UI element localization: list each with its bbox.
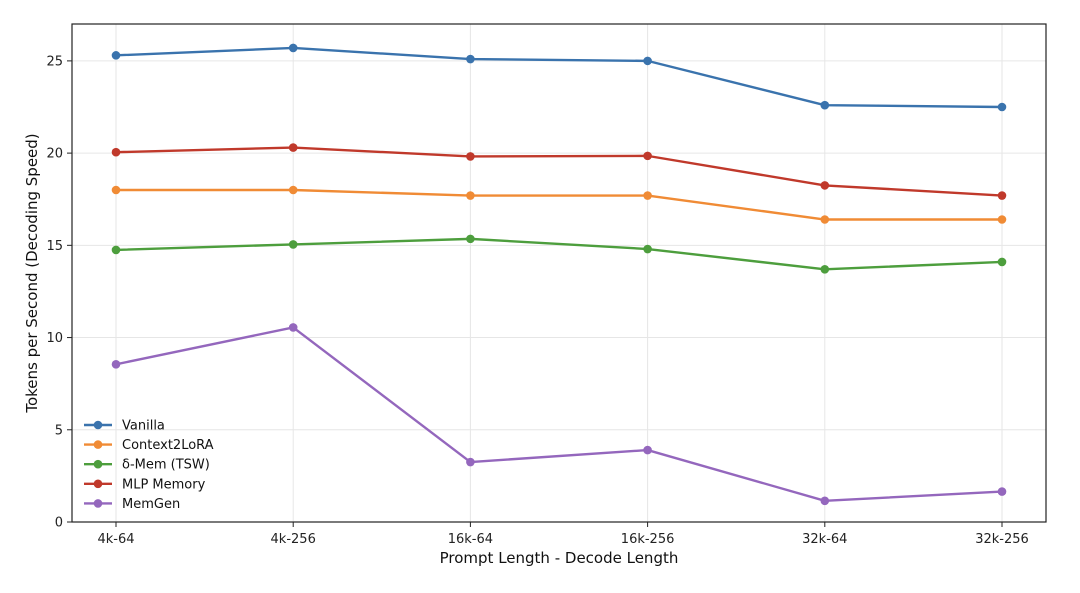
y-tick-label: 15	[46, 239, 63, 254]
x-axis-label: Prompt Length - Decode Length	[440, 549, 679, 567]
data-point	[997, 102, 1007, 112]
legend-swatch-marker	[93, 499, 103, 508]
data-point	[288, 185, 298, 195]
legend-item: MLP Memory	[84, 477, 206, 492]
grid-lines	[72, 24, 1046, 523]
series-context2lora	[111, 185, 1007, 224]
data-point	[466, 152, 475, 161]
data-point	[820, 496, 830, 506]
data-point	[643, 151, 652, 161]
y-tick-label: 25	[46, 54, 63, 69]
data-point	[111, 360, 121, 369]
series-vanilla	[111, 43, 1007, 112]
x-axis-ticks: 4k-64 4k-256 16k-64 16k-256 32k-64 32k-256	[97, 522, 1029, 547]
data-point	[466, 234, 475, 244]
legend-item: δ-Mem (TSW)	[84, 458, 210, 473]
y-tick-label: 20	[46, 147, 63, 162]
x-tick-label: 32k-64	[802, 532, 847, 547]
legend-item: Vanilla	[84, 419, 165, 434]
legend-swatch-marker	[93, 459, 103, 469]
x-tick-label: 32k-256	[975, 532, 1029, 547]
data-point	[643, 56, 652, 66]
legend-label: Vanilla	[122, 419, 165, 434]
legend-label: δ-Mem (TSW)	[122, 458, 210, 473]
data-point	[111, 185, 121, 195]
series-line	[115, 146, 1003, 197]
legend-item: Context2LoRA	[84, 438, 214, 453]
legend-item: MemGen	[84, 497, 180, 512]
y-tick-label: 0	[55, 516, 63, 531]
data-point	[288, 43, 298, 53]
data-point	[111, 245, 121, 255]
data-point	[111, 51, 121, 60]
data-point	[820, 100, 830, 110]
legend-label: MLP Memory	[122, 477, 206, 492]
y-axis-ticks: 0 5 10 15 20 25	[46, 54, 72, 531]
data-point	[997, 215, 1007, 224]
legend-swatch-marker	[93, 440, 103, 449]
y-tick-label: 10	[46, 331, 63, 346]
x-tick-label: 4k-256	[271, 532, 316, 547]
x-tick-label: 16k-256	[621, 532, 675, 547]
data-point	[997, 487, 1007, 496]
series-mlp-memory	[111, 143, 1007, 200]
y-tick-label: 5	[55, 423, 63, 438]
data-point	[643, 191, 652, 200]
plot-frame	[71, 23, 1047, 523]
data-point	[288, 143, 298, 152]
x-tick-label: 4k-64	[97, 532, 134, 547]
series-mem-tsw	[111, 234, 1007, 274]
data-point	[997, 191, 1007, 200]
y-axis-label: Tokens per Second (Decoding Speed)	[23, 133, 41, 413]
data-point	[466, 457, 475, 467]
data-point	[820, 215, 830, 224]
x-tick-label: 16k-64	[448, 532, 493, 547]
legend-label: MemGen	[122, 497, 180, 512]
series-lines	[111, 43, 1007, 506]
series-line	[115, 46, 1003, 109]
legend-swatch-marker	[93, 479, 103, 489]
data-point	[820, 181, 830, 190]
legend-label: Context2LoRA	[122, 438, 214, 453]
data-point	[466, 54, 475, 64]
series-line	[115, 237, 1003, 271]
data-point	[288, 323, 298, 332]
data-point	[820, 265, 830, 274]
data-point	[643, 244, 652, 254]
series-line	[115, 326, 1003, 502]
data-point	[643, 445, 652, 455]
data-point	[466, 191, 475, 200]
legend: Vanilla Context2LoRA δ-Mem (TSW) MLP Memory…	[84, 419, 214, 512]
series-line	[116, 188, 1002, 221]
series-memgen	[111, 323, 1007, 506]
legend-swatch-marker	[93, 420, 103, 430]
data-point	[288, 240, 298, 249]
data-point	[111, 147, 121, 157]
data-point	[997, 257, 1007, 267]
